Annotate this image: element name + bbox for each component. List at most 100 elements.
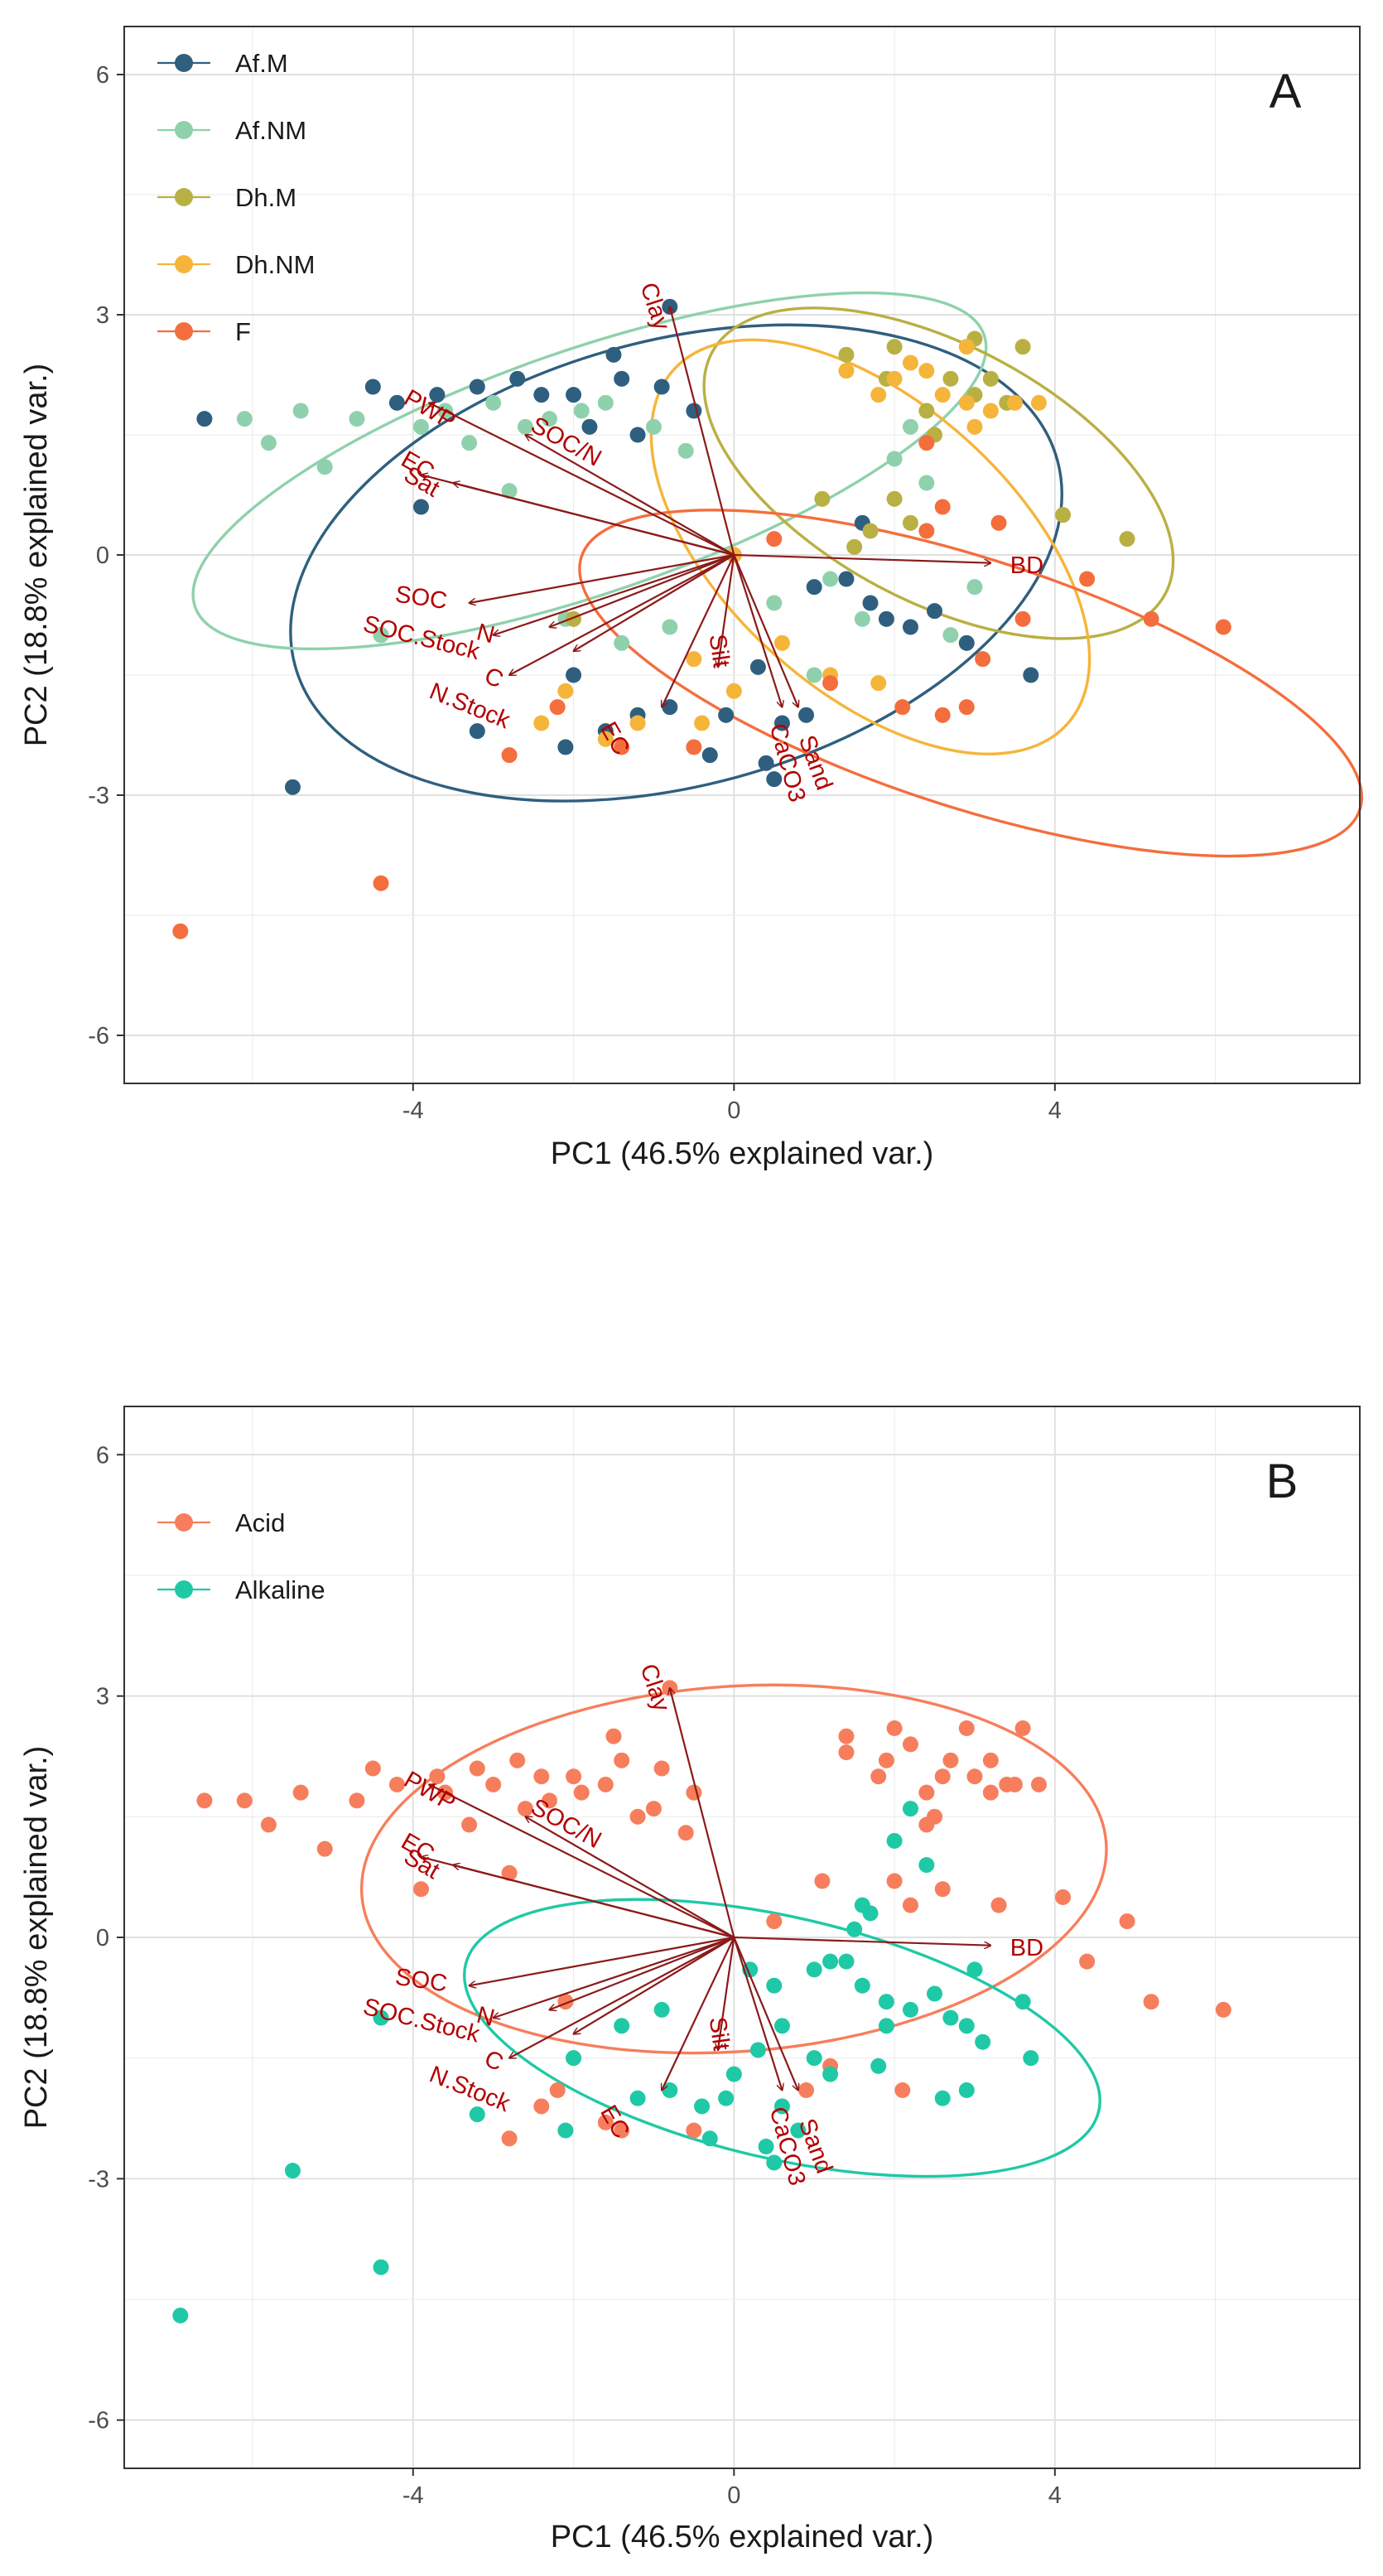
data-point [557,683,574,699]
data-point [196,1792,213,1809]
y-tick-label: 3 [96,1684,109,1710]
loading-arrow [429,1784,735,1938]
legend-label: Af.M [235,49,288,78]
data-point [236,411,253,427]
data-point [838,346,855,363]
data-point [701,747,718,764]
loading-arrow [429,403,735,556]
data-point [766,1977,783,1994]
data-point [806,1961,822,1978]
legend-item: Dh.M [157,183,296,212]
data-point [694,715,711,731]
y-tick-label: -3 [88,783,109,809]
legend-item: Af.M [157,49,288,78]
loading-arrow [509,1937,735,2058]
data-point [581,418,598,435]
data-point [942,370,959,387]
data-point [758,755,774,771]
data-point [517,418,533,435]
loading-arrow [525,435,735,556]
data-point [773,634,790,651]
data-point [694,2098,711,2115]
axis-ticks: -4 0 4 -6 -3 0 3 6 [88,1442,1062,2509]
legend-key-point [175,121,193,139]
data-point [918,1857,935,1874]
data-point [597,394,614,411]
data-point [373,2259,389,2275]
data-point [349,1792,365,1809]
data-point [501,1864,518,1881]
data-point [566,667,582,683]
data-point [412,1881,429,1898]
panel-letter: A [1270,65,1302,118]
legend-key-point [175,1580,193,1599]
data-point [686,2122,702,2139]
data-point [614,634,630,651]
data-point [388,1776,405,1792]
data-point [533,2098,550,2115]
loading-arrow [662,554,735,707]
data-point [773,715,790,731]
gridlines [124,1406,1360,2468]
data-point [469,379,485,395]
data-point [927,1985,943,2002]
legend-item: F [157,317,251,346]
data-point [862,1905,879,1922]
data-point [429,387,446,403]
data-point [1143,610,1159,627]
data-point [942,2009,959,2026]
data-point [605,346,622,363]
data-point [597,2114,614,2130]
data-point [902,514,918,531]
loading-arrow [574,1937,735,2034]
legend-label: F [235,317,251,346]
data-point [373,2009,389,2026]
data-point [902,619,918,635]
loading-arrow [734,1936,990,1946]
loading-arrow [718,554,735,667]
data-point [364,1760,381,1777]
data-point [629,715,646,731]
loading-arrow [670,1688,735,1938]
data-point [902,1897,918,1913]
loading-arrow [494,553,735,635]
x-axis-title: PC1 (46.5% explained var.) [551,2520,934,2554]
data-point [854,1977,870,1994]
data-point [653,379,670,395]
series-f [172,435,1231,939]
data-point [662,619,678,635]
data-point [806,667,822,683]
data-point [854,610,870,627]
y-axis-title: PC2 (18.8% explained var.) [19,1746,54,2130]
data-point [573,403,590,419]
data-point [1215,2001,1231,2018]
data-point [573,1784,590,1801]
data-point [822,2066,839,2082]
legend-key-point [175,255,193,273]
data-point [541,411,557,427]
data-point [838,1953,855,1970]
data-point [918,523,935,539]
data-point [870,675,887,692]
legend-label: Acid [235,1508,285,1537]
data-point [766,771,783,788]
data-point [172,2307,189,2323]
data-point [236,1792,253,1809]
data-point [1006,1776,1023,1792]
series-dh-m [566,330,1135,627]
data-point [557,739,574,755]
data-point [725,683,742,699]
data-point [1023,2050,1039,2067]
y-tick-label: 6 [96,62,109,89]
data-point [894,699,911,716]
y-tick-label: -3 [88,2166,109,2192]
data-point [942,1752,959,1768]
data-point [766,1913,783,1930]
data-point [284,2163,301,2179]
data-point [838,1744,855,1761]
data-point [934,707,951,723]
data-point [1014,1994,1031,2010]
data-point [292,403,309,419]
data-point [701,2130,718,2147]
